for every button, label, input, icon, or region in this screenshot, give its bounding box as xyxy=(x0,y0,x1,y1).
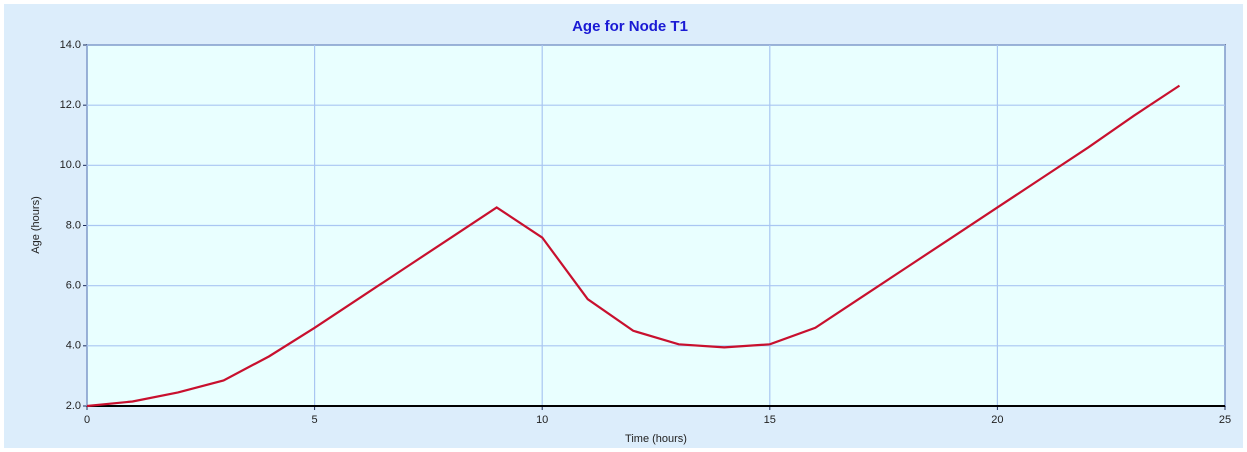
x-tick-label: 0 xyxy=(84,414,90,426)
x-axis-label: Time (hours) xyxy=(625,433,687,445)
y-tick-label: 2.0 xyxy=(66,400,81,412)
x-tick-label: 25 xyxy=(1219,414,1231,426)
y-tick-label: 12.0 xyxy=(60,99,81,111)
y-tick-label: 8.0 xyxy=(66,219,81,231)
y-tick-label: 6.0 xyxy=(66,280,81,292)
data-line xyxy=(86,84,1181,408)
y-tick-label: 10.0 xyxy=(60,159,81,171)
y-tick-label: 14.0 xyxy=(60,39,81,51)
x-tick-label: 15 xyxy=(764,414,776,426)
y-axis-label: Age (hours) xyxy=(30,196,42,253)
x-tick-label: 20 xyxy=(991,414,1003,426)
x-tick-label: 5 xyxy=(312,414,318,426)
chart-title: Age for Node T1 xyxy=(572,18,688,35)
y-tick-label: 4.0 xyxy=(66,340,81,352)
x-tick-label: 10 xyxy=(536,414,548,426)
